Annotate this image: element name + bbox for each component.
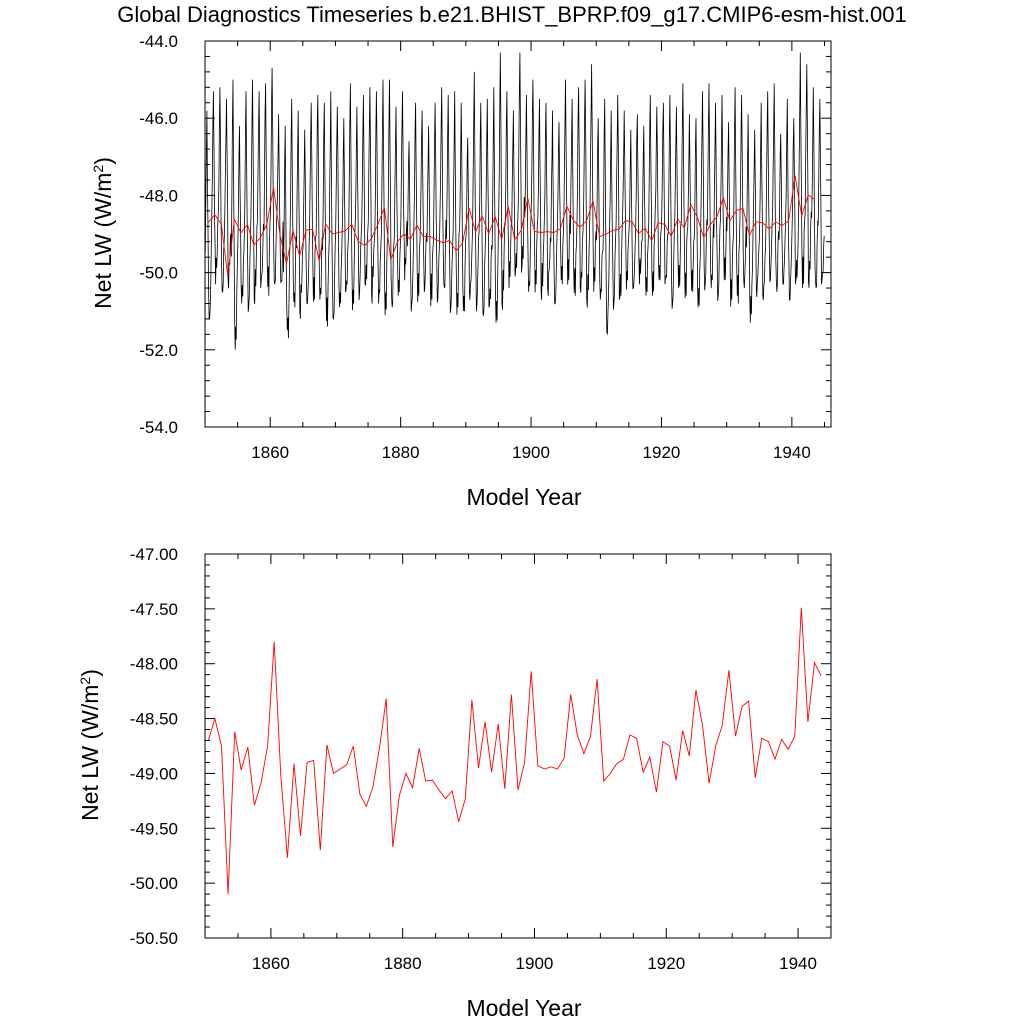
y-tick-label: -46.0 <box>139 109 178 128</box>
y-tick-label: -49.00 <box>130 764 178 783</box>
x-tick-label: 1900 <box>516 954 554 973</box>
y-tick-label: -50.50 <box>130 929 178 948</box>
y-tick-label: -50.0 <box>139 264 178 283</box>
x-tick-label: 1880 <box>384 954 422 973</box>
x-tick-label: 1920 <box>643 443 681 462</box>
plot-frame <box>204 40 832 428</box>
y-tick-label: -47.00 <box>130 545 178 564</box>
x-axis-title: Model Year <box>466 995 581 1021</box>
plot-frame <box>204 553 832 939</box>
y-axis-title-close: ) <box>77 669 103 677</box>
y-tick-label: -54.0 <box>139 418 178 437</box>
x-tick-label: 1860 <box>251 443 289 462</box>
y-tick-label: -48.0 <box>139 186 178 205</box>
series-annual-mean-line <box>207 175 815 277</box>
chart-title: Global Diagnostics Timeseries b.e21.BHIS… <box>117 2 907 27</box>
y-tick-label: -52.0 <box>139 341 178 360</box>
y-tick-label: -49.50 <box>130 819 178 838</box>
plot-area <box>205 52 825 350</box>
panel-1: 1860 1880 1900 1920 1940 -54.0 -52.0 -50.0 -48.0… <box>90 32 832 510</box>
x-tick-label: 1940 <box>773 443 811 462</box>
x-axis-title: Model Year <box>466 484 581 510</box>
x-tick-label: 1940 <box>779 954 817 973</box>
y-tick-label: -44.0 <box>139 32 178 51</box>
series-monthly-line <box>205 52 825 350</box>
y-axis-title: Net LW (W/m2) <box>77 669 103 821</box>
y-axis-title-main: Net LW (W/m <box>77 685 103 821</box>
y-axis-title-main: Net LW (W/m <box>90 173 116 309</box>
y-tick-label: -50.00 <box>130 874 178 893</box>
y-tick-label: -48.50 <box>130 710 178 729</box>
x-tick-label: 1880 <box>382 443 420 462</box>
y-tick-label: -47.50 <box>130 600 178 619</box>
y-axis-title: Net LW (W/m2) <box>90 157 116 309</box>
panel-2: 1860 1880 1900 1920 1940 -50.50 -50.00 -49.50 -4… <box>77 545 832 1021</box>
y-tick-label: -48.00 <box>130 655 178 674</box>
plot-area <box>207 607 822 895</box>
x-tick-label: 1860 <box>252 954 290 973</box>
y-axis-title-superscript: 2 <box>90 165 106 173</box>
y-axis-title-close: ) <box>90 157 116 165</box>
x-tick-label: 1920 <box>647 954 685 973</box>
x-tick-label: 1900 <box>512 443 550 462</box>
y-axis-title-superscript: 2 <box>77 677 93 685</box>
series-annual-mean-line <box>207 607 822 895</box>
